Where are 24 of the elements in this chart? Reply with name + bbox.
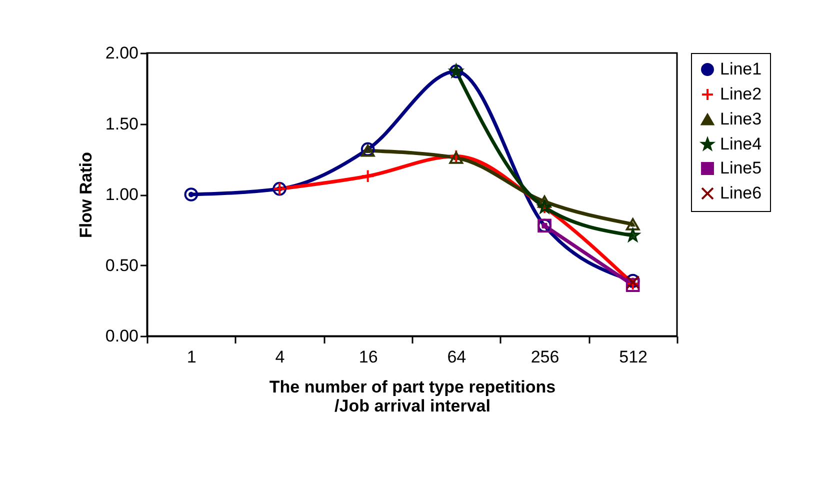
x-tick-label: 256 [530, 348, 560, 366]
x-tick-label: 4 [275, 348, 285, 366]
x-axis-title: The number of part type repetitions /Job arrival interval [269, 378, 556, 416]
legend-label: Line1 [720, 60, 762, 78]
point [626, 218, 640, 230]
y-axis-title: Flow Ratio [76, 152, 96, 238]
point [360, 169, 375, 184]
x-tick-label: 64 [447, 348, 466, 366]
x-tick-label: 16 [358, 348, 378, 366]
y-tick-label: 0.00 [105, 326, 138, 346]
y-tick-label: 2.00 [105, 44, 138, 62]
legend-label: Line4 [720, 134, 762, 154]
y-tick-label: 0.50 [105, 256, 138, 275]
legend-label: Line2 [720, 84, 762, 104]
point [360, 144, 375, 157]
legend-label: Line5 [720, 158, 762, 178]
point [449, 152, 464, 164]
x-tick-label: 512 [619, 348, 648, 366]
legend-label: Line6 [720, 184, 762, 202]
point [184, 188, 198, 202]
y-tick-label: 1.50 [105, 114, 138, 134]
legend-label: Line3 [720, 110, 762, 128]
x-tick-label: 1 [186, 348, 196, 366]
y-tick-label: 1.00 [105, 185, 138, 204]
